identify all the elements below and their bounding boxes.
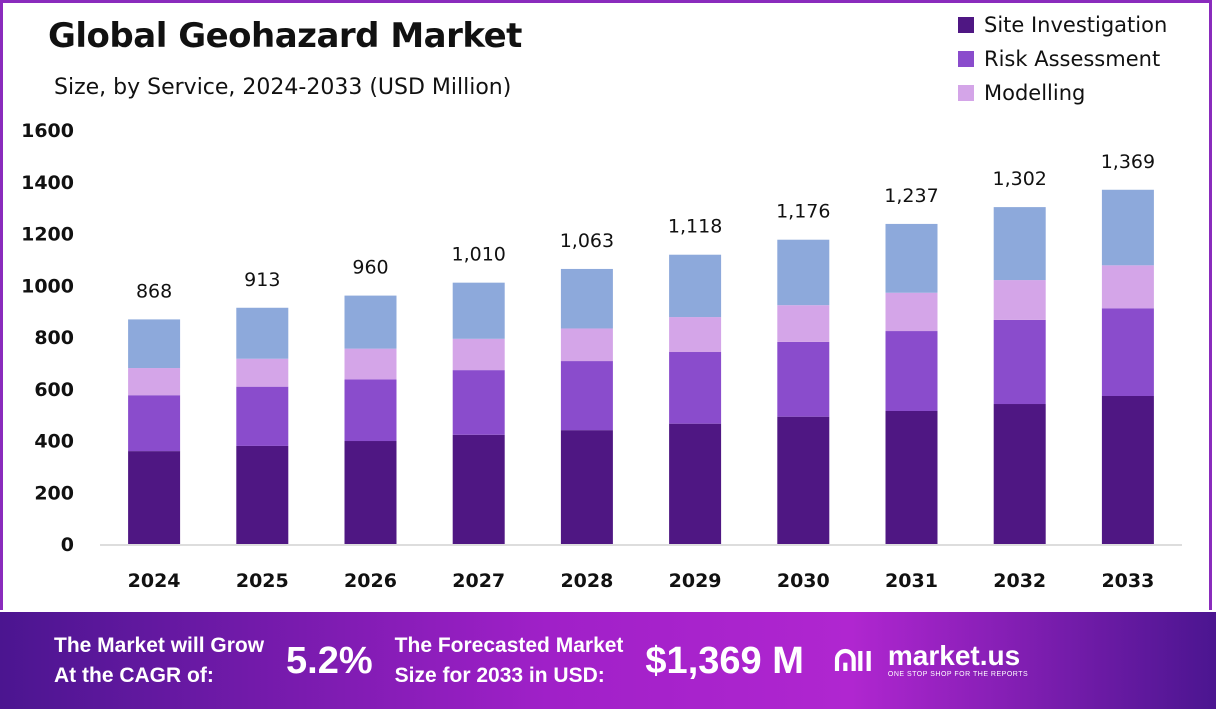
total-data-label: 1,063 (560, 230, 614, 252)
legend-label: Site Investigation (984, 13, 1168, 37)
forecast-label-line: Size for 2033 in USD: (394, 663, 605, 687)
x-tick-label: 2033 (1101, 570, 1154, 592)
bar-segment-risk-assessment (344, 379, 397, 442)
y-tick-label: 800 (34, 327, 74, 349)
x-tick-label: 2031 (885, 570, 938, 592)
logo-name: market.us (887, 640, 1021, 671)
bar-segment-series-4 (993, 207, 1046, 281)
bar-segment-risk-assessment (993, 319, 1046, 405)
x-tick-label: 2030 (777, 570, 830, 592)
bar-segment-site-investigation (885, 411, 938, 544)
total-data-label: 1,369 (1101, 151, 1155, 173)
bar-segment-site-investigation (777, 416, 830, 544)
bar-segment-risk-assessment (452, 370, 505, 435)
x-tick-label: 2032 (993, 570, 1046, 592)
bar-segment-site-investigation (452, 434, 505, 544)
bar-segment-series-4 (777, 239, 830, 306)
bar-segment-risk-assessment (777, 341, 830, 417)
legend-item-risk-assessment: Risk Assessment (958, 42, 1167, 76)
bar-segment-modelling (669, 317, 722, 353)
chart-subtitle: Size, by Service, 2024-2033 (USD Million… (54, 75, 512, 100)
chart-title: Global Geohazard Market (48, 16, 522, 56)
bar-segment-series-4 (669, 254, 722, 318)
chart-frame (0, 0, 1212, 610)
bar-segment-series-4 (452, 282, 505, 339)
legend-swatch (958, 17, 974, 33)
bar-segment-series-4 (885, 223, 938, 293)
y-tick-label: 400 (34, 431, 74, 453)
legend-item-modelling: Modelling (958, 76, 1167, 110)
x-tick-label: 2026 (344, 570, 397, 592)
cagr-value: 5.2% (286, 639, 373, 682)
y-tick-label: 0 (61, 534, 74, 556)
y-tick-label: 1600 (21, 120, 74, 142)
bar-segment-risk-assessment (560, 361, 613, 431)
cagr-label-line: The Market will Grow (54, 633, 265, 657)
bar-segment-risk-assessment (128, 395, 181, 452)
legend-label: Risk Assessment (984, 47, 1161, 71)
legend-swatch (958, 85, 974, 101)
bar-segment-modelling (128, 368, 181, 396)
bar-segment-modelling (452, 338, 505, 371)
total-data-label: 868 (136, 280, 172, 302)
bar-segment-series-4 (1101, 189, 1154, 266)
forecast-label-line: The Forecasted Market (394, 633, 624, 657)
y-tick-label: 1200 (21, 224, 74, 246)
forecast-label: The Forecasted Market Size for 2033 in U… (395, 631, 624, 691)
total-data-label: 913 (244, 269, 280, 291)
forecast-value: $1,369 M (645, 639, 804, 682)
bar-segment-site-investigation (344, 441, 397, 544)
bar-segment-modelling (560, 328, 613, 362)
bar-segment-series-4 (560, 268, 613, 329)
bar-segment-series-4 (236, 307, 289, 359)
x-tick-label: 2025 (236, 570, 289, 592)
legend-item-site-investigation: Site Investigation (958, 8, 1167, 42)
total-data-label: 1,302 (992, 168, 1046, 190)
bar-segment-modelling (777, 305, 830, 342)
bar-segment-modelling (885, 292, 938, 332)
cagr-label-line: At the CAGR of: (54, 663, 214, 687)
bar-segment-series-4 (344, 295, 397, 349)
bar-segment-modelling (344, 348, 397, 380)
bar-segment-risk-assessment (1101, 308, 1154, 396)
x-tick-label: 2027 (452, 570, 505, 592)
footer-banner: The Market will Grow At the CAGR of: 5.2… (0, 612, 1216, 709)
bar-segment-site-investigation (560, 430, 613, 544)
bar-segment-modelling (236, 358, 289, 387)
bar-segment-site-investigation (669, 423, 722, 544)
legend: Site Investigation Risk Assessment Model… (958, 8, 1167, 110)
x-tick-label: 2024 (128, 570, 181, 592)
y-tick-label: 1000 (21, 275, 74, 297)
y-tick-label: 600 (34, 379, 74, 401)
total-data-label: 1,118 (668, 216, 722, 238)
bar-segment-site-investigation (1101, 395, 1154, 544)
bar-segment-risk-assessment (885, 331, 938, 412)
cagr-label: The Market will Grow At the CAGR of: (54, 631, 264, 691)
bar-segment-site-investigation (236, 445, 289, 544)
bar-segment-series-4 (128, 319, 181, 369)
bar-segment-risk-assessment (669, 352, 722, 424)
logo-tagline: ONE STOP SHOP FOR THE REPORTS (887, 671, 1029, 678)
logo-icon (834, 648, 871, 671)
bar-segment-site-investigation (128, 451, 181, 544)
x-tick-label: 2029 (669, 570, 722, 592)
total-data-label: 1,237 (884, 185, 938, 207)
bar-segment-risk-assessment (236, 386, 289, 446)
stacked-bar-chart: 0 200 400 600 800 1000 1200 1400 1600 868 2024 913 2… (21, 120, 1182, 592)
bar-segment-modelling (1101, 265, 1154, 309)
y-tick-label: 1400 (21, 172, 74, 194)
y-tick-label: 200 (34, 482, 74, 504)
total-data-label: 1,010 (451, 244, 505, 266)
market-us-logo: market.us ONE STOP SHOP FOR THE REPORTS (832, 642, 1028, 679)
total-data-label: 1,176 (776, 201, 830, 223)
total-data-label: 960 (352, 257, 388, 279)
bar-segment-modelling (993, 280, 1046, 320)
legend-swatch (958, 51, 974, 67)
x-tick-label: 2028 (560, 570, 613, 592)
legend-label: Modelling (984, 81, 1086, 105)
bar-segment-site-investigation (993, 404, 1046, 544)
